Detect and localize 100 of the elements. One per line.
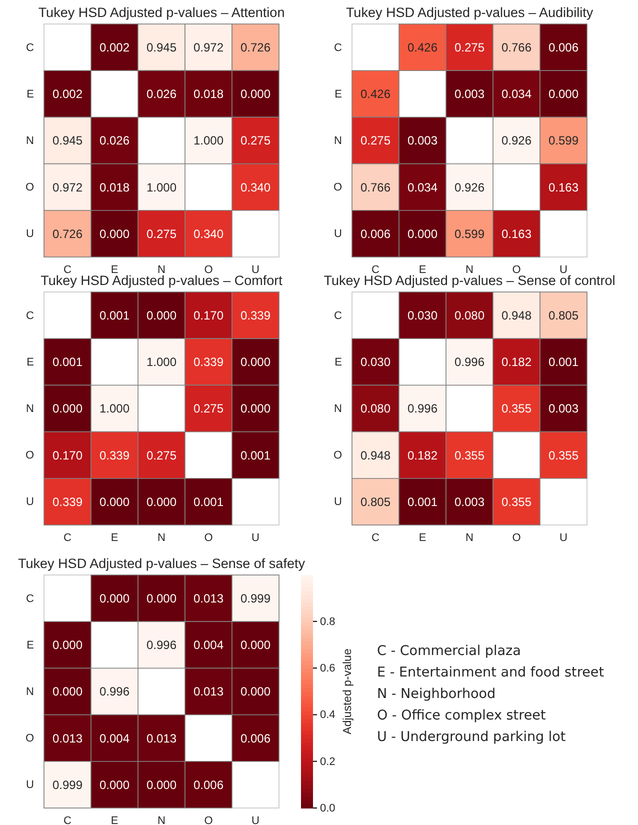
- text: C - Commercial plaza: [377, 643, 521, 659]
- x-tick-label: O: [204, 264, 214, 276]
- data-label: 0.000: [52, 638, 83, 652]
- data-label: 0.034: [501, 87, 532, 102]
- data-label: 0.003: [454, 87, 485, 102]
- data-label: 0.275: [193, 402, 224, 416]
- y-tick-label: E: [26, 639, 34, 652]
- y-tick-label: U: [26, 228, 34, 240]
- x-tick-label: U: [560, 264, 568, 276]
- x-tick-label: E: [110, 532, 118, 544]
- data-label: 0.000: [146, 592, 177, 606]
- data-label: 0.926: [501, 134, 532, 148]
- data-label: 0.340: [193, 226, 224, 241]
- y-tick-label: E: [334, 356, 342, 368]
- x-tick-label: C: [64, 532, 72, 544]
- x-tick-label: C: [372, 264, 380, 276]
- data-label: 0.599: [548, 134, 579, 148]
- x-tick-label: E: [418, 532, 426, 544]
- color-bar-label: 0.8: [320, 616, 336, 628]
- data-label: 0.000: [146, 494, 177, 509]
- data-label: 0.945: [52, 134, 83, 148]
- data-label: 0.001: [52, 355, 83, 370]
- data-label: 0.002: [99, 40, 130, 54]
- data-label: 0.000: [240, 684, 271, 699]
- color-bar-label: 0.2: [320, 756, 336, 768]
- data-label: 0.001: [548, 355, 579, 370]
- chart-title: Tukey HSD Adjusted p-values – Comfort: [40, 273, 283, 288]
- color-bar-label: 0.6: [320, 662, 336, 675]
- data-label: 0.339: [240, 308, 271, 322]
- data-label: 0.766: [360, 180, 391, 194]
- x-tick-label: E: [418, 264, 426, 276]
- x-tick-label: O: [512, 532, 522, 544]
- text: E - Entertainment and food street: [377, 664, 604, 680]
- data-label: 0.339: [52, 494, 83, 509]
- text: U - Underground parking lot: [377, 729, 566, 745]
- y-tick-label: C: [26, 42, 34, 54]
- data-label: 0.000: [240, 87, 271, 102]
- x-tick-label: U: [252, 264, 260, 276]
- y-tick-label: C: [26, 310, 34, 322]
- data-label: 0.000: [548, 87, 579, 102]
- data-label: 0.006: [548, 40, 579, 54]
- data-label: 0.013: [52, 731, 83, 746]
- data-label: 0.948: [501, 308, 532, 322]
- y-tick-label: O: [25, 182, 34, 194]
- data-label: 0.355: [501, 402, 532, 416]
- data-label: 0.426: [407, 40, 438, 54]
- y-tick-label: U: [26, 496, 34, 508]
- data-label: 0.006: [360, 226, 391, 241]
- y-tick-label: N: [26, 686, 34, 698]
- y-tick-label: O: [333, 450, 342, 462]
- x-tick-label: N: [158, 532, 166, 544]
- data-label: 0.026: [146, 87, 177, 102]
- x-tick-label: N: [466, 532, 474, 544]
- x-tick-label: O: [204, 814, 214, 825]
- data-label: 0.972: [193, 40, 224, 54]
- data-label: 0.001: [407, 494, 438, 509]
- color-bar-title: Adjusted p-value: [342, 648, 354, 734]
- data-label: 0.013: [146, 731, 177, 746]
- y-tick-label: O: [333, 182, 342, 194]
- data-label: 0.182: [501, 355, 532, 370]
- data-label: 0.996: [407, 402, 438, 416]
- data-label: 0.726: [240, 40, 271, 54]
- data-label: 0.000: [99, 592, 130, 606]
- data-label: 0.003: [548, 402, 579, 416]
- data-label: 0.170: [52, 448, 83, 462]
- data-label: 0.170: [193, 308, 224, 322]
- x-tick-label: O: [512, 264, 522, 276]
- y-tick-label: C: [26, 592, 34, 605]
- data-label: 0.726: [52, 226, 83, 241]
- x-tick-label: N: [158, 264, 166, 276]
- data-label: 1.000: [146, 180, 177, 194]
- x-tick-label: O: [204, 532, 214, 544]
- data-label: 0.026: [99, 134, 130, 148]
- chart-title: Tukey HSD Adjusted p-values – Sense of control: [324, 273, 616, 288]
- data-label: 0.080: [360, 402, 391, 416]
- x-tick-label: U: [560, 532, 568, 544]
- data-label: 0.996: [146, 638, 177, 652]
- data-label: 0.013: [193, 684, 224, 699]
- y-tick-label: C: [334, 310, 342, 322]
- data-label: 0.006: [193, 778, 224, 792]
- data-label: 0.000: [99, 226, 130, 241]
- data-label: 1.000: [193, 134, 224, 148]
- data-label: 0.945: [146, 40, 177, 54]
- data-label: 0.018: [99, 180, 130, 194]
- data-label: 0.766: [501, 40, 532, 54]
- chart-title: Tukey HSD Adjusted p-values – Audibility: [346, 5, 594, 20]
- data-label: 0.996: [99, 684, 130, 699]
- data-label: 0.275: [454, 40, 485, 54]
- color-bar-label: 0.4: [320, 709, 336, 722]
- data-label: 0.000: [146, 778, 177, 792]
- data-label: 0.006: [240, 731, 271, 746]
- text: N - Neighborhood: [377, 686, 496, 702]
- data-label: 0.275: [146, 226, 177, 241]
- data-label: 0.000: [99, 778, 130, 792]
- data-label: 0.355: [501, 494, 532, 509]
- y-tick-label: N: [334, 403, 342, 416]
- data-label: 0.000: [52, 402, 83, 416]
- x-tick-label: N: [466, 264, 474, 276]
- data-label: 0.000: [240, 638, 271, 652]
- data-label: 0.000: [146, 308, 177, 322]
